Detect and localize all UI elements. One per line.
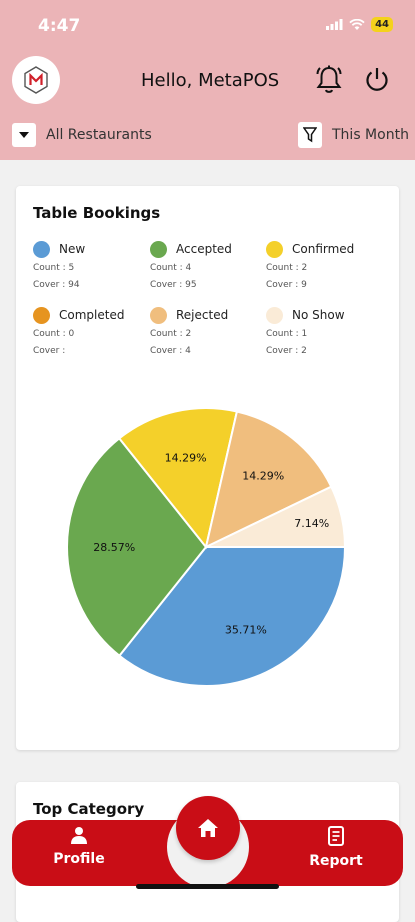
restaurant-filter-label[interactable]: All Restaurants	[46, 127, 152, 143]
legend-item-rejected: Rejected Count : 2 Cover : 4	[150, 305, 265, 356]
status-time: 4:47	[38, 16, 81, 36]
pie-label-new: 35.71%	[225, 624, 267, 637]
pie-chart-svg: 35.71% 28.57% 14.29% 14.29% 7.14%	[66, 407, 347, 687]
legend-cover: Cover : 94	[33, 280, 80, 290]
table-bookings-card: Table Bookings New Count : 5 Cover : 94 …	[16, 186, 399, 750]
legend-item-new: New Count : 5 Cover : 94	[33, 239, 148, 290]
filter-funnel-icon	[303, 127, 317, 143]
legend-count: Count : 2	[266, 263, 308, 273]
pie-label-accepted: 28.57%	[93, 541, 135, 554]
date-filter-button[interactable]	[298, 122, 322, 148]
legend-count: Count : 4	[150, 263, 192, 273]
legend-dot	[33, 240, 50, 258]
nav-profile-label: Profile	[53, 851, 105, 867]
pie-slice-confirmed	[117, 407, 239, 550]
pie-slice-no-show	[205, 485, 347, 548]
home-icon	[198, 819, 218, 837]
notification-bell-icon[interactable]	[314, 64, 344, 100]
legend-dot	[150, 306, 167, 324]
legend-dot	[266, 306, 283, 324]
legend-name: Rejected	[176, 308, 229, 322]
report-icon	[328, 826, 344, 846]
profile-icon	[71, 827, 87, 844]
pie-slice-rejected	[204, 410, 333, 549]
caret-down-icon	[19, 132, 29, 138]
battery-indicator: 44	[371, 17, 393, 32]
legend-count: Count : 1	[266, 329, 308, 339]
pie-label-confirmed: 14.29%	[165, 452, 207, 465]
metapos-logo-icon	[24, 66, 48, 94]
legend-count: Count : 5	[33, 263, 75, 273]
legend-item-confirmed: Confirmed Count : 2 Cover : 9	[266, 239, 381, 290]
legend-cover: Cover : 95	[150, 280, 197, 290]
date-filter-label[interactable]: This Month	[332, 127, 409, 143]
nav-report-label: Report	[309, 853, 363, 869]
nav-profile[interactable]: Profile	[29, 826, 129, 867]
pie-slice-accepted	[66, 436, 208, 658]
app-header: 4:47 44 Hello, MetaPOS	[0, 0, 415, 160]
pie-label-no-show: 7.14%	[294, 517, 329, 530]
home-button[interactable]	[176, 796, 240, 860]
bookings-pie-chart: 35.71% 28.57% 14.29% 14.29% 7.14%	[16, 386, 399, 716]
nav-report[interactable]: Report	[286, 826, 386, 869]
legend-name: No Show	[292, 308, 345, 322]
legend-cover: Cover : 4	[150, 346, 191, 356]
legend-cover: Cover :	[33, 346, 66, 356]
legend-count: Count : 2	[150, 329, 192, 339]
card-title: Top Category	[33, 800, 145, 818]
legend-name: Accepted	[176, 242, 232, 256]
status-icons: 44	[326, 17, 393, 32]
legend-dot	[150, 240, 167, 258]
legend-item-no-show: No Show Count : 1 Cover : 2	[266, 305, 381, 356]
legend-name: Completed	[59, 308, 125, 322]
legend-count: Count : 0	[33, 329, 75, 339]
greeting-text: Hello, MetaPOS	[141, 70, 280, 91]
legend-cover: Cover : 2	[266, 346, 307, 356]
pie-label-rejected: 14.29%	[242, 469, 284, 482]
signal-icon	[326, 19, 343, 30]
app-logo[interactable]	[12, 56, 60, 104]
logout-power-icon[interactable]	[362, 64, 392, 100]
home-indicator	[136, 884, 279, 889]
legend-dot	[266, 240, 283, 258]
wifi-icon	[349, 18, 365, 30]
card-title: Table Bookings	[33, 204, 161, 222]
restaurant-dropdown-button[interactable]	[12, 123, 36, 147]
legend-cover: Cover : 9	[266, 280, 307, 290]
legend-name: Confirmed	[292, 242, 355, 256]
legend-dot	[33, 306, 50, 324]
legend-item-accepted: Accepted Count : 4 Cover : 95	[150, 239, 265, 290]
legend-name: New	[59, 242, 86, 256]
pie-slice-new	[117, 546, 347, 687]
legend-item-completed: Completed Count : 0 Cover :	[33, 305, 148, 356]
